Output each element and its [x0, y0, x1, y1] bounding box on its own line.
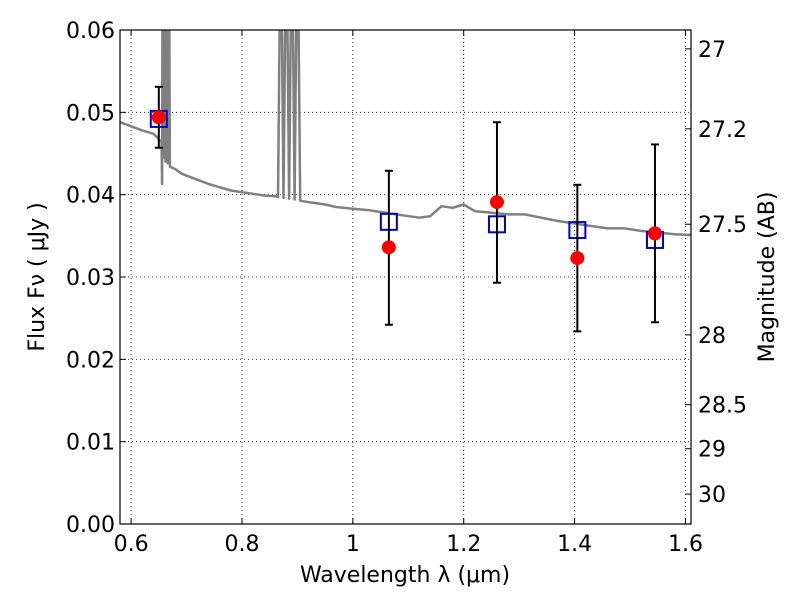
y-tick-label: 0.00 — [66, 513, 115, 538]
x-tick-label: 0.6 — [114, 532, 149, 557]
y-tick-label: 0.05 — [66, 101, 115, 126]
y2-tick-label: 27.2 — [698, 118, 747, 143]
observed-point — [489, 195, 504, 210]
observed-point — [381, 240, 396, 255]
ticks: 0.6 0.8 1 1.2 1.4 1.6 0.00 0.01 0.02 0.03 0.04 0.05… — [66, 19, 747, 557]
x-tick-label: 1.2 — [446, 532, 481, 557]
y2-tick-label: 27 — [698, 38, 726, 63]
y-axis-label: Flux Fν ( μJy ) — [25, 202, 50, 351]
y2-tick-label: 28 — [698, 324, 726, 349]
y2-tick-label: 30 — [698, 483, 726, 508]
y2-tick-label: 29 — [698, 438, 726, 463]
observed-point — [151, 110, 166, 125]
plot-area — [120, 30, 691, 524]
y-tick-label: 0.01 — [66, 431, 115, 456]
spectrum-line — [120, 30, 691, 237]
y-tick-label: 0.04 — [66, 184, 115, 209]
y2-tick-label: 27.5 — [698, 213, 747, 238]
x-tick-label: 1.4 — [557, 532, 592, 557]
y2-axis-label: Magnitude (AB) — [755, 192, 780, 363]
x-tick-label: 0.8 — [224, 532, 259, 557]
x-tick-label: 1 — [346, 532, 360, 557]
y-tick-label: 0.02 — [66, 348, 115, 373]
x-tick-label: 1.6 — [668, 532, 703, 557]
observed-point — [570, 251, 585, 266]
x-axis-label: Wavelength λ (μm) — [300, 563, 510, 588]
y2-tick-label: 28.5 — [698, 394, 747, 419]
y-tick-label: 0.03 — [66, 266, 115, 291]
observed-point — [647, 226, 662, 241]
series-layer — [120, 30, 691, 333]
y-tick-label: 0.06 — [66, 19, 115, 44]
